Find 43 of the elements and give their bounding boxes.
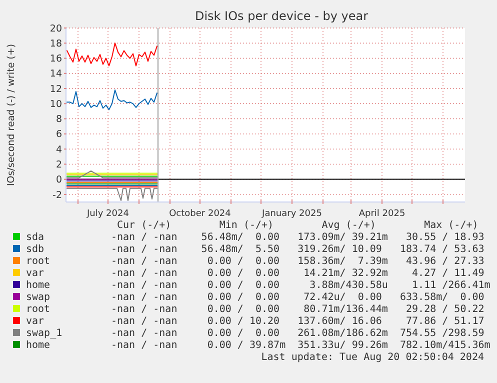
y-tick-label: -2 [52,190,62,201]
legend-label: swap_1 [26,328,62,339]
legend-label: var [26,268,44,279]
text: -nan / -nan 0.00 / 0.00 14.21m/ 32.92m 4.27 / 11.49 [111,268,484,279]
y-tick-label: 16 [50,54,62,65]
text: -nan / -nan 0.00 / 0.00 3.88m/430.58u 1.11 /266.41m [111,280,490,291]
y-axis-title: IOs/second read (-) / write (+) [6,44,17,186]
text: -nan / -nan 56.48m/ 5.50 319.26m/ 10.09 183.74 / 53.63 [111,244,484,255]
legend-label: home [26,280,50,291]
legend-label: var [26,316,44,327]
text: -nan / -nan 56.48m/ 0.00 173.09m/ 39.21m 30.55 / 18.93 [111,232,484,243]
y-tick-label: 10 [50,98,62,110]
line-series [66,42,158,66]
text: -nan / -nan 0.00 / 10.20 137.60m/ 16.06 77.86 / 51.17 [111,316,484,327]
y-tick-label: 4 [56,144,62,156]
x-tick-label: July 2024 [86,209,130,219]
y-tick-label: 12 [50,84,62,95]
text: -nan / -nan 0.00 / 0.00 261.08m/186.62m 754.55 /298.59 [111,328,484,339]
text: Cur (-/+) Min (-/+) Avg (-/+) Max (-/+) [111,220,478,231]
legend-label: root [26,256,50,267]
line-series [66,90,158,110]
legend-label: root [26,304,50,315]
legend-label: sda [26,232,44,243]
legend-label: swap [26,292,50,303]
y-tick-label: 14 [50,68,62,80]
text: -nan / -nan 0.00 / 39.87m 351.33u/ 99.26m 782.10m/415.36m [111,340,490,351]
text: Last update: Tue Aug 20 02:50:04 2024 [261,352,484,363]
line-series [66,188,158,201]
y-tick-label: 8 [56,114,62,126]
y-tick-label: 20 [50,23,62,34]
x-tick-label: October 2024 [169,209,232,219]
y-tick-label: 2 [56,160,62,170]
x-tick-label: April 2025 [358,209,406,219]
legend-label: sdb [26,244,44,255]
y-tick-label: 18 [50,38,62,50]
text: -nan / -nan 0.00 / 0.00 72.42u/ 0.00 633.58m/ 0.00 [111,292,484,303]
text: -nan / -nan 0.00 / 0.00 158.36m/ 7.39m 43.96 / 27.33 [111,256,484,267]
x-tick-label: January 2025 [261,209,322,219]
legend-label: home [26,340,50,351]
text: -nan / -nan 0.00 / 0.00 80.71m/136.44m 29.28 / 50.22 [111,304,484,315]
chart-title: Disk IOs per device - by year [194,9,368,23]
y-tick-label: 0 [56,174,62,186]
y-tick-label: 6 [56,129,62,140]
